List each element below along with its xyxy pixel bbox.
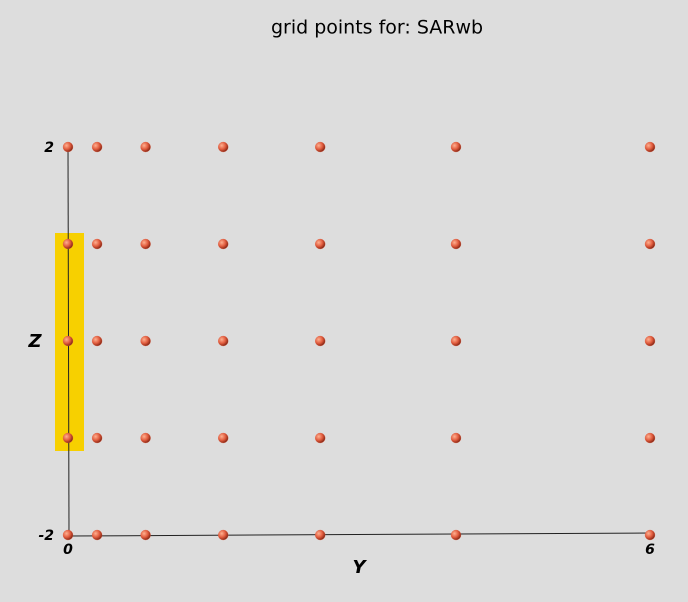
grid-point (315, 238, 326, 250)
y-axis-label: Z (27, 331, 42, 352)
grid-point (450, 141, 462, 153)
grid-point (91, 141, 103, 153)
grid-point (218, 529, 229, 541)
grid-point (218, 141, 229, 153)
grid-point (62, 529, 74, 541)
grid-point (450, 432, 462, 444)
chart-title: grid points for: SARwb (271, 17, 483, 39)
grid-point (91, 432, 103, 444)
y-tick-label: 2 (44, 140, 54, 156)
grid-point (140, 238, 151, 250)
grid-point (315, 529, 326, 541)
grid-point (140, 141, 151, 153)
grid-point (315, 141, 326, 153)
grid-point (140, 335, 151, 347)
grid-point (644, 529, 656, 541)
grid-point (140, 432, 151, 444)
x-tick-label: 6 (645, 542, 655, 558)
grid-point (450, 335, 462, 347)
grid-point (315, 432, 326, 444)
grid-point (315, 335, 326, 347)
grid-point (62, 141, 74, 153)
grid-point (218, 432, 229, 444)
grid-point (62, 335, 74, 347)
grid-point (91, 335, 103, 347)
grid-point (644, 238, 656, 250)
grid-point (62, 432, 74, 444)
grid-point (644, 141, 656, 153)
grid-point (644, 432, 656, 444)
x-axis-label: Y (352, 557, 367, 578)
grid-point (450, 529, 462, 541)
grid-point (91, 238, 103, 250)
x-tick-label: 0 (63, 542, 73, 558)
grid-point (218, 335, 229, 347)
y-tick-label: -2 (38, 528, 54, 544)
grid-point (450, 238, 462, 250)
grid-point (140, 529, 151, 541)
grid-point (91, 529, 103, 541)
y-axis (68, 532, 651, 537)
grid-point (62, 238, 74, 250)
grid-point (644, 335, 656, 347)
grid-point (218, 238, 229, 250)
